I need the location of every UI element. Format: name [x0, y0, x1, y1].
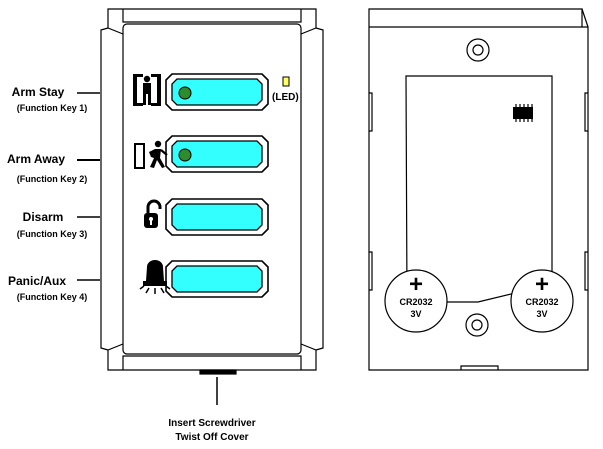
battery-right: + CR2032 3V — [510, 269, 574, 333]
key3-title: Disarm — [23, 210, 64, 224]
key1-title: Arm Stay — [12, 85, 65, 99]
function-key-1-button[interactable] — [171, 78, 263, 106]
back-bottom-tab — [460, 365, 499, 370]
battery-right-voltage: 3V — [536, 309, 547, 319]
led-label: (LED) — [272, 92, 299, 103]
person-standing-icon — [133, 74, 161, 106]
function-key-buttons — [165, 73, 269, 298]
battery-right-symbol: + — [535, 271, 549, 298]
battery-left-model: CR2032 — [399, 297, 432, 307]
function-key-2-button[interactable] — [171, 140, 263, 168]
battery-left-symbol: + — [409, 271, 423, 298]
front-outer-shell — [100, 8, 324, 371]
screwdriver-note-line1: Insert Screwdriver — [168, 418, 255, 429]
unlocked-padlock-icon — [144, 199, 162, 228]
front-top-cap — [122, 9, 302, 23]
key-labels: Arm Stay (Function Key 1) Arm Away (Func… — [7, 85, 100, 302]
function-key-3-button[interactable] — [171, 203, 263, 231]
siren-icon — [139, 260, 171, 294]
key2-subtitle: (Function Key 2) — [17, 174, 88, 184]
bottom-screw-hole — [465, 313, 489, 337]
led-indicator — [282, 76, 290, 87]
function-key-4-button[interactable] — [171, 265, 263, 293]
ic-chip-icon — [513, 104, 533, 122]
battery-left: + CR2032 3V — [384, 269, 448, 333]
function-key-2-led-dot — [178, 148, 192, 162]
front-bottom-cap — [122, 355, 302, 370]
top-screw-hole — [466, 38, 490, 62]
screwdriver-slot — [199, 369, 237, 375]
function-key-1-led-dot — [178, 86, 192, 100]
screwdriver-note-line2: Twist Off Cover — [175, 432, 248, 443]
key1-subtitle: (Function Key 1) — [17, 103, 88, 113]
key4-subtitle: (Function Key 4) — [17, 292, 88, 302]
battery-right-model: CR2032 — [525, 297, 558, 307]
key2-title: Arm Away — [7, 152, 65, 166]
front-face — [122, 23, 302, 355]
front-view — [100, 8, 324, 375]
key4-title: Panic/Aux — [8, 274, 66, 288]
person-leaving-icon — [134, 140, 168, 169]
key3-subtitle: (Function Key 3) — [17, 229, 88, 239]
battery-left-voltage: 3V — [410, 309, 421, 319]
